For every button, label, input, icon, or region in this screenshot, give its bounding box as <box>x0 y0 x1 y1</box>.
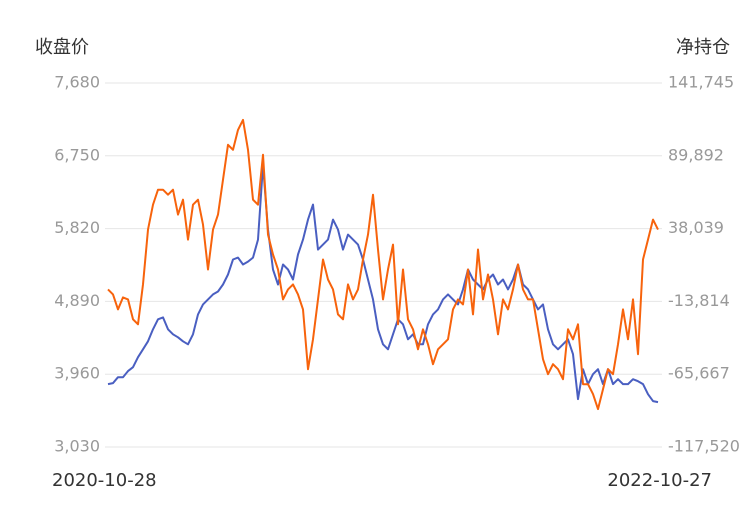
y2-tick-label: 89,892 <box>668 145 724 164</box>
y2-tick-label: -13,814 <box>668 291 730 310</box>
y-axis-title: 收盘价 <box>35 37 89 58</box>
x-tick-label: 2022-10-27 <box>607 470 712 491</box>
series-line <box>107 118 659 411</box>
series-line <box>107 163 659 404</box>
y-tick-label: 7,680 <box>54 73 100 92</box>
y-tick-label: 5,820 <box>54 218 100 237</box>
x-tick-label: 2020-10-28 <box>52 470 157 491</box>
y-tick-label: 4,890 <box>54 291 100 310</box>
y2-tick-label: 141,745 <box>668 73 734 92</box>
y2-tick-label: 38,039 <box>668 218 724 237</box>
y-tick-label: 3,960 <box>54 364 100 383</box>
y2-axis-title: 净持仓 <box>676 37 730 58</box>
y2-tick-label: -117,520 <box>668 437 740 456</box>
y-tick-label: 3,030 <box>54 437 100 456</box>
y-tick-label: 6,750 <box>54 145 100 164</box>
y2-tick-label: -65,667 <box>668 364 730 383</box>
